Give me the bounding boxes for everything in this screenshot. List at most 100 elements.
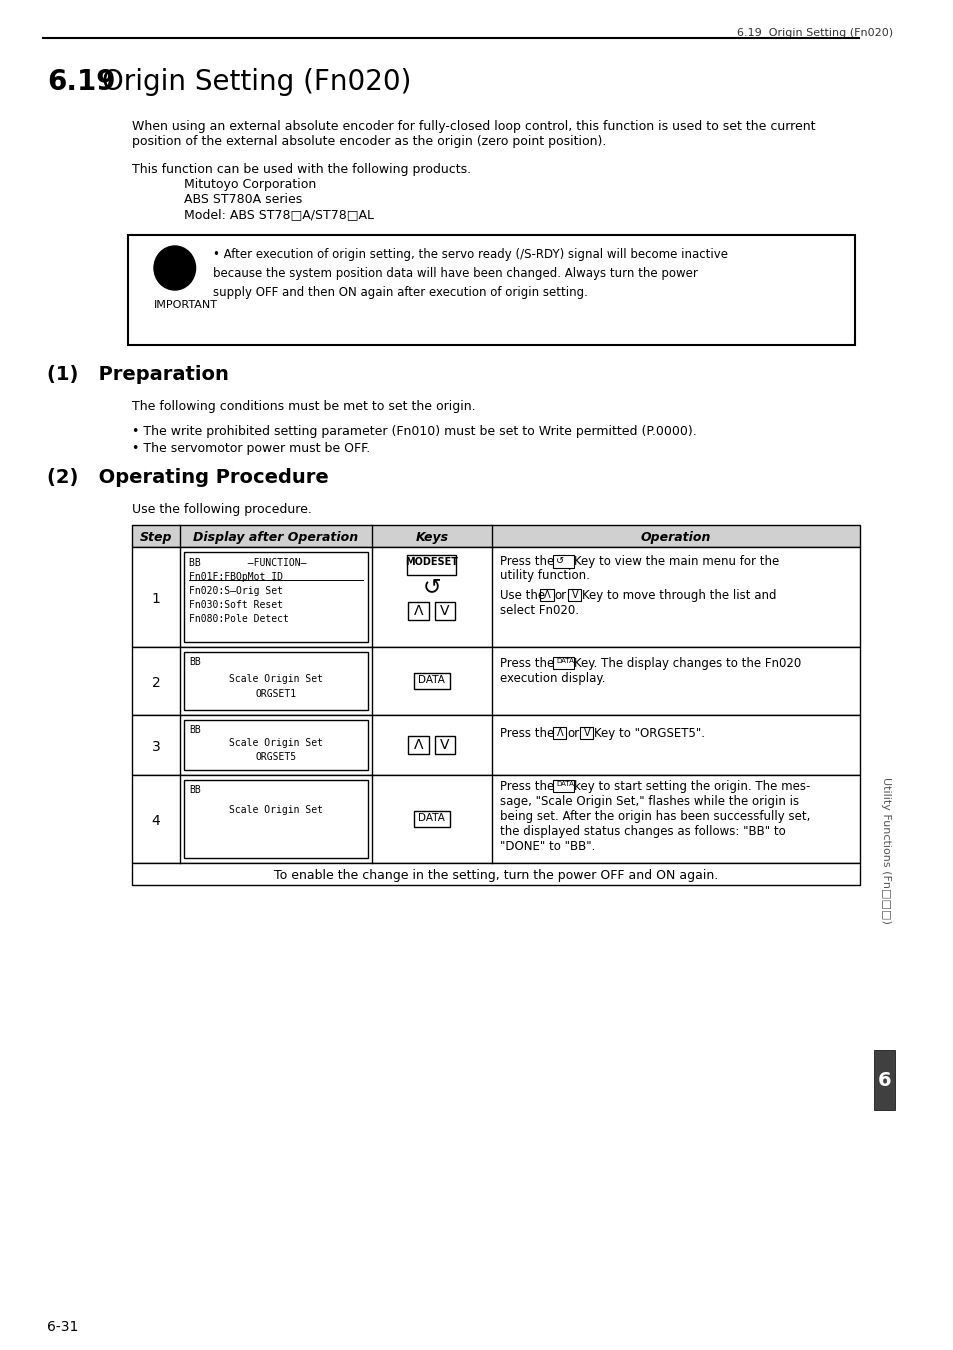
Text: position of the external absolute encoder as the origin (zero point position).: position of the external absolute encode… — [132, 135, 606, 148]
Text: Press the: Press the — [499, 728, 554, 740]
Text: Key to view the main menu for the: Key to view the main menu for the — [574, 555, 779, 568]
Bar — [567, 589, 580, 601]
Text: 6: 6 — [877, 1071, 890, 1089]
Text: key to start setting the origin. The mes-: key to start setting the origin. The mes… — [574, 780, 810, 792]
Bar — [414, 674, 449, 688]
Text: Λ: Λ — [414, 738, 423, 752]
Bar — [184, 552, 367, 643]
Text: V: V — [571, 590, 578, 599]
Text: • The write prohibited setting parameter (Fn010) must be set to Write permitted : • The write prohibited setting parameter… — [132, 425, 697, 437]
Text: 4: 4 — [152, 814, 160, 828]
Text: 6-31: 6-31 — [48, 1320, 78, 1334]
Text: Press the: Press the — [499, 657, 554, 670]
Text: Mitutoyo Corporation: Mitutoyo Corporation — [184, 178, 316, 190]
Text: BB        –FUNCTION–
Fn01F:FBOpMot ID
Fn020:S–Orig Set
Fn030:Soft Reset
Fn080:Po: BB –FUNCTION– Fn01F:FBOpMot ID Fn020:S–O… — [189, 558, 306, 624]
Text: Key to move through the list and: Key to move through the list and — [581, 589, 776, 602]
Bar — [184, 780, 367, 859]
Text: being set. After the origin has been successfully set,: being set. After the origin has been suc… — [499, 810, 809, 824]
Text: select Fn020.: select Fn020. — [499, 603, 578, 617]
Text: Λ: Λ — [556, 728, 562, 738]
Bar — [128, 235, 854, 346]
Bar — [132, 547, 859, 647]
Bar — [407, 555, 456, 575]
Text: 6.19: 6.19 — [48, 68, 115, 96]
Text: • After execution of origin setting, the servo ready (/S-RDY) signal will become: • After execution of origin setting, the… — [213, 248, 727, 298]
Text: Press the: Press the — [499, 555, 554, 568]
Text: Scale Origin Set: Scale Origin Set — [229, 674, 322, 684]
Text: !: ! — [168, 256, 181, 288]
Text: Scale Origin Set: Scale Origin Set — [229, 738, 322, 748]
Text: or: or — [566, 728, 578, 740]
Text: or: or — [554, 589, 566, 602]
Bar — [132, 647, 859, 716]
Bar — [408, 736, 429, 755]
Text: Λ: Λ — [543, 590, 550, 599]
Text: BB: BB — [189, 657, 200, 667]
Text: When using an external absolute encoder for fully-closed loop control, this func: When using an external absolute encoder … — [132, 120, 815, 134]
Text: "DONE" to "BB".: "DONE" to "BB". — [499, 840, 595, 853]
Bar — [132, 775, 859, 863]
Bar — [552, 728, 565, 738]
Bar — [552, 657, 573, 670]
Text: BB: BB — [189, 784, 200, 795]
Bar — [132, 716, 859, 775]
Text: • The servomotor power must be OFF.: • The servomotor power must be OFF. — [132, 441, 370, 455]
Bar — [579, 728, 593, 738]
Circle shape — [153, 246, 195, 290]
Text: 1: 1 — [152, 593, 160, 606]
Text: the displayed status changes as follows: "BB" to: the displayed status changes as follows:… — [499, 825, 784, 838]
Text: sage, "Scale Origin Set," flashes while the origin is: sage, "Scale Origin Set," flashes while … — [499, 795, 798, 809]
Text: ↺: ↺ — [556, 556, 564, 566]
Text: Use the: Use the — [499, 589, 544, 602]
Text: Keys: Keys — [416, 532, 448, 544]
Text: ↺: ↺ — [422, 576, 440, 597]
Text: Origin Setting (Fn020): Origin Setting (Fn020) — [102, 68, 411, 96]
Text: DATA: DATA — [418, 675, 445, 684]
Text: To enable the change in the setting, turn the power OFF and ON again.: To enable the change in the setting, tur… — [274, 869, 718, 883]
Text: 3: 3 — [152, 740, 160, 755]
Text: Key. The display changes to the Fn020: Key. The display changes to the Fn020 — [574, 657, 801, 670]
Text: 6.19  Origin Setting (Fn020): 6.19 Origin Setting (Fn020) — [736, 28, 892, 38]
Text: execution display.: execution display. — [499, 672, 604, 684]
Bar — [184, 652, 367, 710]
Text: This function can be used with the following products.: This function can be used with the follo… — [132, 163, 471, 176]
Bar — [408, 602, 429, 620]
Text: V: V — [439, 603, 449, 618]
Text: ORGSET5: ORGSET5 — [255, 752, 296, 761]
Text: IMPORTANT: IMPORTANT — [153, 300, 218, 310]
Text: DATA: DATA — [418, 813, 445, 823]
Text: Operation: Operation — [640, 532, 710, 544]
Text: BB: BB — [189, 725, 200, 734]
Text: The following conditions must be met to set the origin.: The following conditions must be met to … — [132, 400, 476, 413]
Bar — [552, 555, 573, 568]
Text: utility function.: utility function. — [499, 568, 589, 582]
Text: Scale Origin Set: Scale Origin Set — [229, 805, 322, 815]
Bar — [539, 589, 553, 601]
Text: (2)   Operating Procedure: (2) Operating Procedure — [48, 468, 329, 487]
Text: Use the following procedure.: Use the following procedure. — [132, 504, 312, 516]
Text: Utility Functions (Fn□□□): Utility Functions (Fn□□□) — [881, 776, 890, 923]
Bar — [184, 720, 367, 770]
Text: V: V — [439, 738, 449, 752]
Text: DATA: DATA — [556, 782, 574, 787]
Bar — [873, 1050, 894, 1110]
Text: V: V — [583, 728, 590, 738]
Text: ABS ST780A series: ABS ST780A series — [184, 193, 302, 207]
Text: DATA: DATA — [556, 657, 574, 664]
Text: Display after Operation: Display after Operation — [193, 532, 358, 544]
Text: 2: 2 — [152, 676, 160, 690]
Text: ORGSET1: ORGSET1 — [255, 688, 296, 699]
Bar — [435, 736, 455, 755]
Bar — [132, 863, 859, 886]
Text: Step: Step — [139, 532, 172, 544]
Bar — [435, 602, 455, 620]
Text: MODESET: MODESET — [405, 558, 457, 567]
Bar — [414, 811, 449, 828]
Text: (1)   Preparation: (1) Preparation — [48, 364, 229, 383]
Bar — [132, 525, 859, 547]
Text: Model: ABS ST78□A/ST78□AL: Model: ABS ST78□A/ST78□AL — [184, 208, 374, 221]
Text: Λ: Λ — [414, 603, 423, 618]
Text: Key to "ORGSET5".: Key to "ORGSET5". — [594, 728, 704, 740]
Text: Press the: Press the — [499, 780, 554, 792]
Bar — [552, 780, 573, 792]
